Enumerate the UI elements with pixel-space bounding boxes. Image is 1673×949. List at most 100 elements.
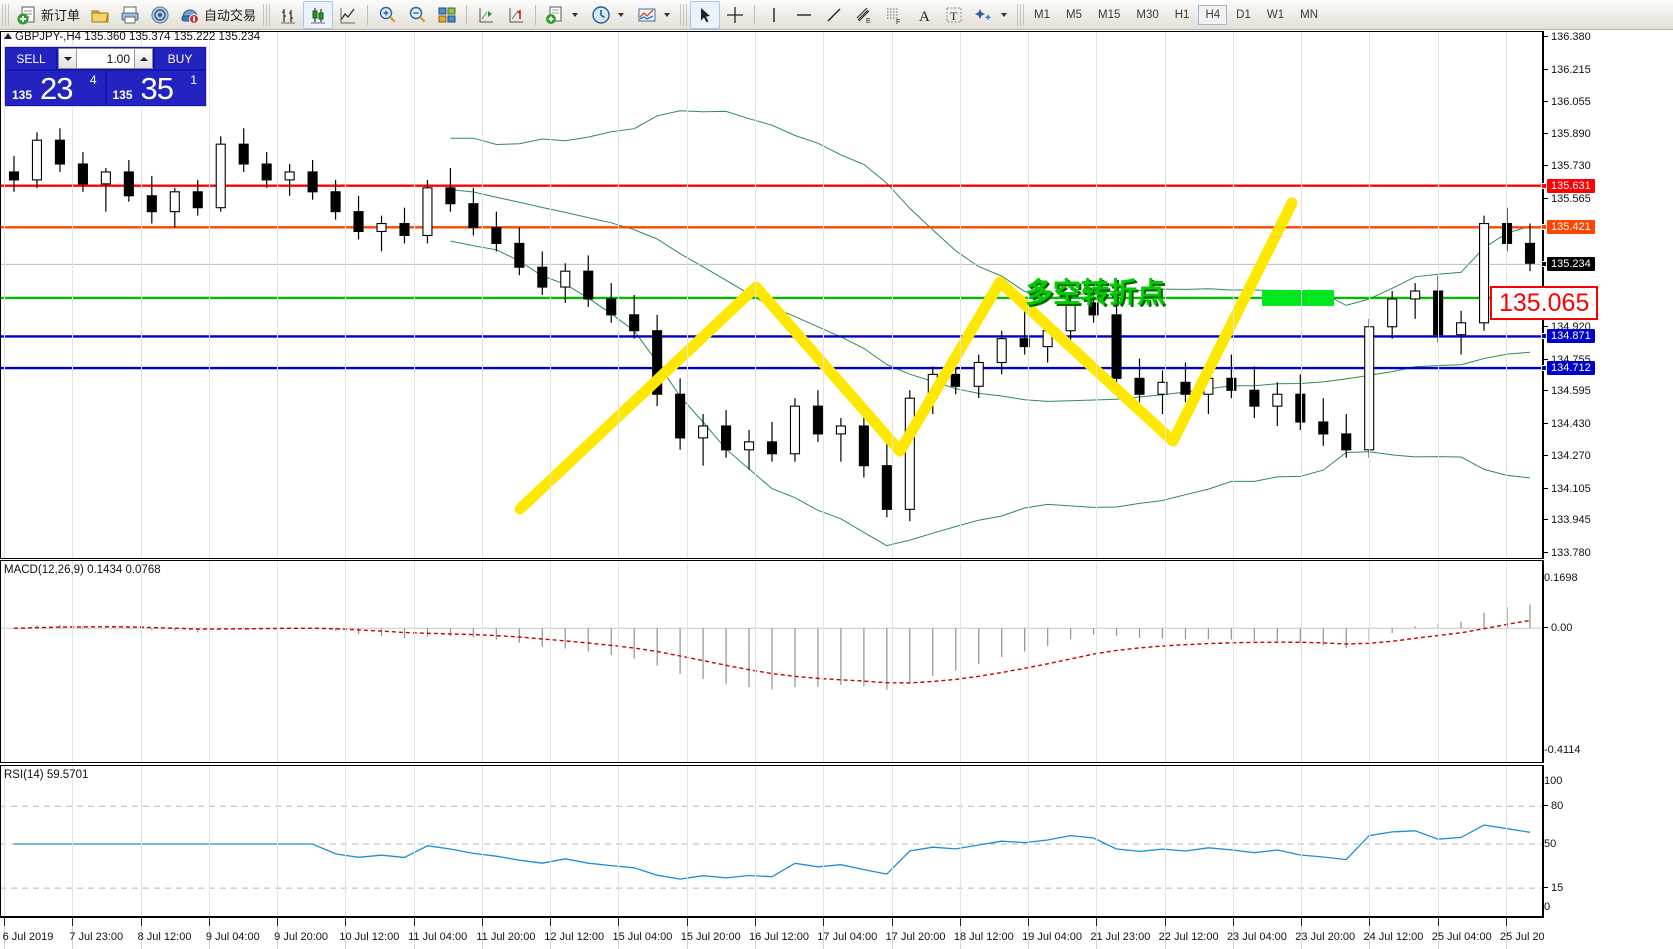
price-tag-last-price[interactable]: 135.234 [1547,257,1595,272]
text-label-button[interactable]: T [939,1,969,29]
objects-button[interactable] [969,1,1015,29]
buy-price-button[interactable]: 135 35 1 [106,71,205,106]
zoom-in-button[interactable] [372,1,402,29]
price-tag-handle[interactable] [1541,224,1547,231]
signals-button[interactable] [145,1,175,29]
chart-vertical-gridline [72,561,74,762]
price-chart-canvas[interactable] [0,31,1673,559]
price-tag-support[interactable]: 134.712 [1547,361,1595,376]
chevron-down-icon-4[interactable] [1001,12,1008,17]
timeframe-h4-button[interactable]: H4 [1198,4,1228,25]
trend-marker-leg-1 [514,276,1006,515]
time-tick [891,918,893,926]
bollinger-upper-band [450,110,1531,306]
chart-shift-button[interactable] [471,1,501,29]
chart-vertical-gridline [959,32,961,558]
price-tag-support[interactable]: 134.871 [1547,329,1595,344]
timeframe-mn-button[interactable]: MN [1300,8,1318,21]
price-tick: 134.105 [1544,483,1591,495]
auto-scroll-icon [509,7,524,22]
candlestick [1318,398,1329,446]
candlestick [606,283,617,323]
candlestick-chart-button[interactable] [303,0,334,29]
trendline-button[interactable] [819,1,849,29]
timeframe-m5-button[interactable]: M5 [1066,8,1082,21]
time-separator [345,918,347,949]
rsi-chart-panel[interactable]: 100 80 50 15 0 RSI(14) 59.5701 [0,765,1673,917]
candlestick [1456,310,1467,355]
timeframe-m1-button[interactable]: M1 [1034,8,1051,21]
horizontal-line-button[interactable] [789,1,819,29]
price-tag-resistance[interactable]: 135.631 [1547,178,1595,193]
chart-vertical-gridline [1369,766,1371,916]
price-tag-resistance[interactable]: 135.421 [1547,220,1595,235]
toolbar-grip-3[interactable] [680,3,688,26]
one-click-trading-panel[interactable]: SELL 1.00 BUY 135 23 4 135 35 1 [4,46,207,107]
candlestick [261,152,272,188]
timeframe-w1-button[interactable]: W1 [1266,8,1285,21]
fibonacci-button[interactable]: F [879,1,909,29]
toolbar-grip[interactable] [2,3,9,26]
tile-windows-button[interactable] [432,1,462,29]
print-button[interactable] [115,1,145,29]
price-tag-handle[interactable] [1541,182,1547,189]
crosshair-button[interactable] [720,1,750,29]
sell-price-button[interactable]: 135 23 4 [6,71,105,106]
chart-vertical-gridline [823,32,825,558]
text-button[interactable]: A [909,1,939,29]
price-tag-handle[interactable] [1541,261,1547,268]
price-axis[interactable]: 136.380 136.215 136.055 135.890 135.730 135.5… [1541,31,1673,559]
chart-vertical-gridline [1506,766,1507,916]
vertical-line-button[interactable] [759,1,789,29]
chevron-down-icon[interactable] [572,12,579,17]
chart-vertical-gridline [1506,561,1507,762]
templates-button[interactable] [540,1,586,29]
chart-vertical-gridline [1301,561,1303,762]
volume-value[interactable]: 1.00 [77,49,134,68]
timeframe-m30-button[interactable]: M30 [1136,8,1159,21]
macd-chart-canvas[interactable] [0,560,1673,763]
candlestick [1019,310,1030,355]
time-separator [1437,918,1439,949]
price-tag-handle[interactable] [1541,333,1547,340]
rsi-chart-canvas[interactable] [0,765,1673,917]
chart-vertical-gridline [1164,766,1166,916]
auto-scroll-button[interactable] [501,1,531,29]
buy-button[interactable]: BUY [155,48,205,69]
periods-button[interactable] [586,1,632,29]
timeframe-m15-button[interactable]: M15 [1098,8,1121,21]
toolbar-grip-4[interactable] [1017,3,1025,26]
profiles-button[interactable] [85,1,115,29]
price-chart-panel[interactable]: 136.380 136.215 136.055 135.890 135.730 135.5… [0,31,1673,559]
toolbar-grip-2[interactable] [263,3,271,26]
time-tick [1028,918,1030,926]
time-separator [686,918,688,949]
time-tick [277,918,279,926]
collapse-triangle-icon[interactable] [4,33,12,39]
line-chart-button[interactable] [333,1,363,29]
indicators-button[interactable] [632,1,678,29]
new-order-button[interactable]: 新订单 [12,1,85,29]
price-tag-handle[interactable] [1541,365,1547,372]
volume-increment-button[interactable] [134,49,152,68]
sell-button[interactable]: SELL [6,48,56,69]
chart-vertical-gridline [140,766,142,916]
time-separator [1301,918,1303,949]
macd-chart-panel[interactable]: 0.1698 0.00 -0.4114 MACD(12,26,9) 0.1434 0… [0,560,1673,763]
zoom-out-button[interactable] [402,1,432,29]
timeframe-h1-button[interactable]: H1 [1174,8,1190,21]
axis-corner [1544,917,1673,949]
autotrading-button[interactable]: 自动交易 [175,1,261,29]
candlestick [100,167,111,212]
chevron-down-icon-3[interactable] [664,12,671,17]
bar-chart-button[interactable] [273,1,303,29]
volume-decrement-button[interactable] [59,49,77,68]
time-separator [4,918,5,949]
chevron-down-icon-2[interactable] [618,12,625,17]
time-axis[interactable]: 6 Jul 2019 7 Jul 23:00 8 Jul 12:00 9 Jul 04… [0,917,1673,949]
volume-stepper[interactable]: 1.00 [58,48,153,69]
equidistant-channel-button[interactable]: E [849,1,879,29]
timeframe-d1-button[interactable]: D1 [1236,8,1251,21]
cursor-button[interactable] [690,0,721,29]
candlestick [1364,318,1375,458]
